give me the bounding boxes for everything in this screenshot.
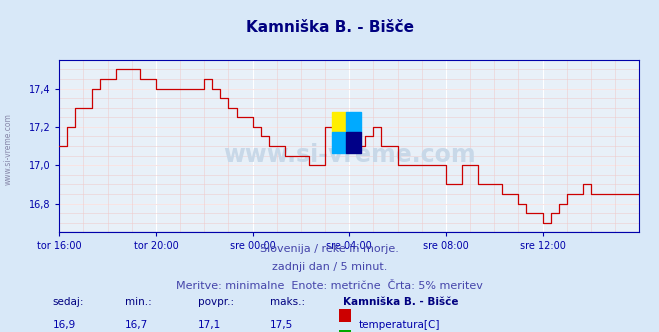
Bar — [332, 112, 347, 132]
Text: povpr.:: povpr.: — [198, 297, 234, 307]
Bar — [347, 132, 361, 153]
Text: maks.:: maks.: — [270, 297, 305, 307]
Text: sedaj:: sedaj: — [53, 297, 84, 307]
Text: www.si-vreme.com: www.si-vreme.com — [223, 143, 476, 167]
Text: 16,7: 16,7 — [125, 320, 148, 330]
Text: temperatura[C]: temperatura[C] — [359, 320, 441, 330]
Text: www.si-vreme.com: www.si-vreme.com — [3, 114, 13, 185]
Text: Meritve: minimalne  Enote: metrične  Črta: 5% meritev: Meritve: minimalne Enote: metrične Črta:… — [176, 281, 483, 290]
Text: Kamniška B. - Bišče: Kamniška B. - Bišče — [246, 20, 413, 35]
Text: 16,9: 16,9 — [53, 320, 76, 330]
Text: 17,1: 17,1 — [198, 320, 221, 330]
Bar — [347, 112, 361, 132]
Bar — [332, 132, 347, 153]
Text: min.:: min.: — [125, 297, 152, 307]
Text: zadnji dan / 5 minut.: zadnji dan / 5 minut. — [272, 262, 387, 272]
Text: Slovenija / reke in morje.: Slovenija / reke in morje. — [260, 244, 399, 254]
Text: Kamniška B. - Bišče: Kamniška B. - Bišče — [343, 297, 458, 307]
Text: 17,5: 17,5 — [270, 320, 293, 330]
